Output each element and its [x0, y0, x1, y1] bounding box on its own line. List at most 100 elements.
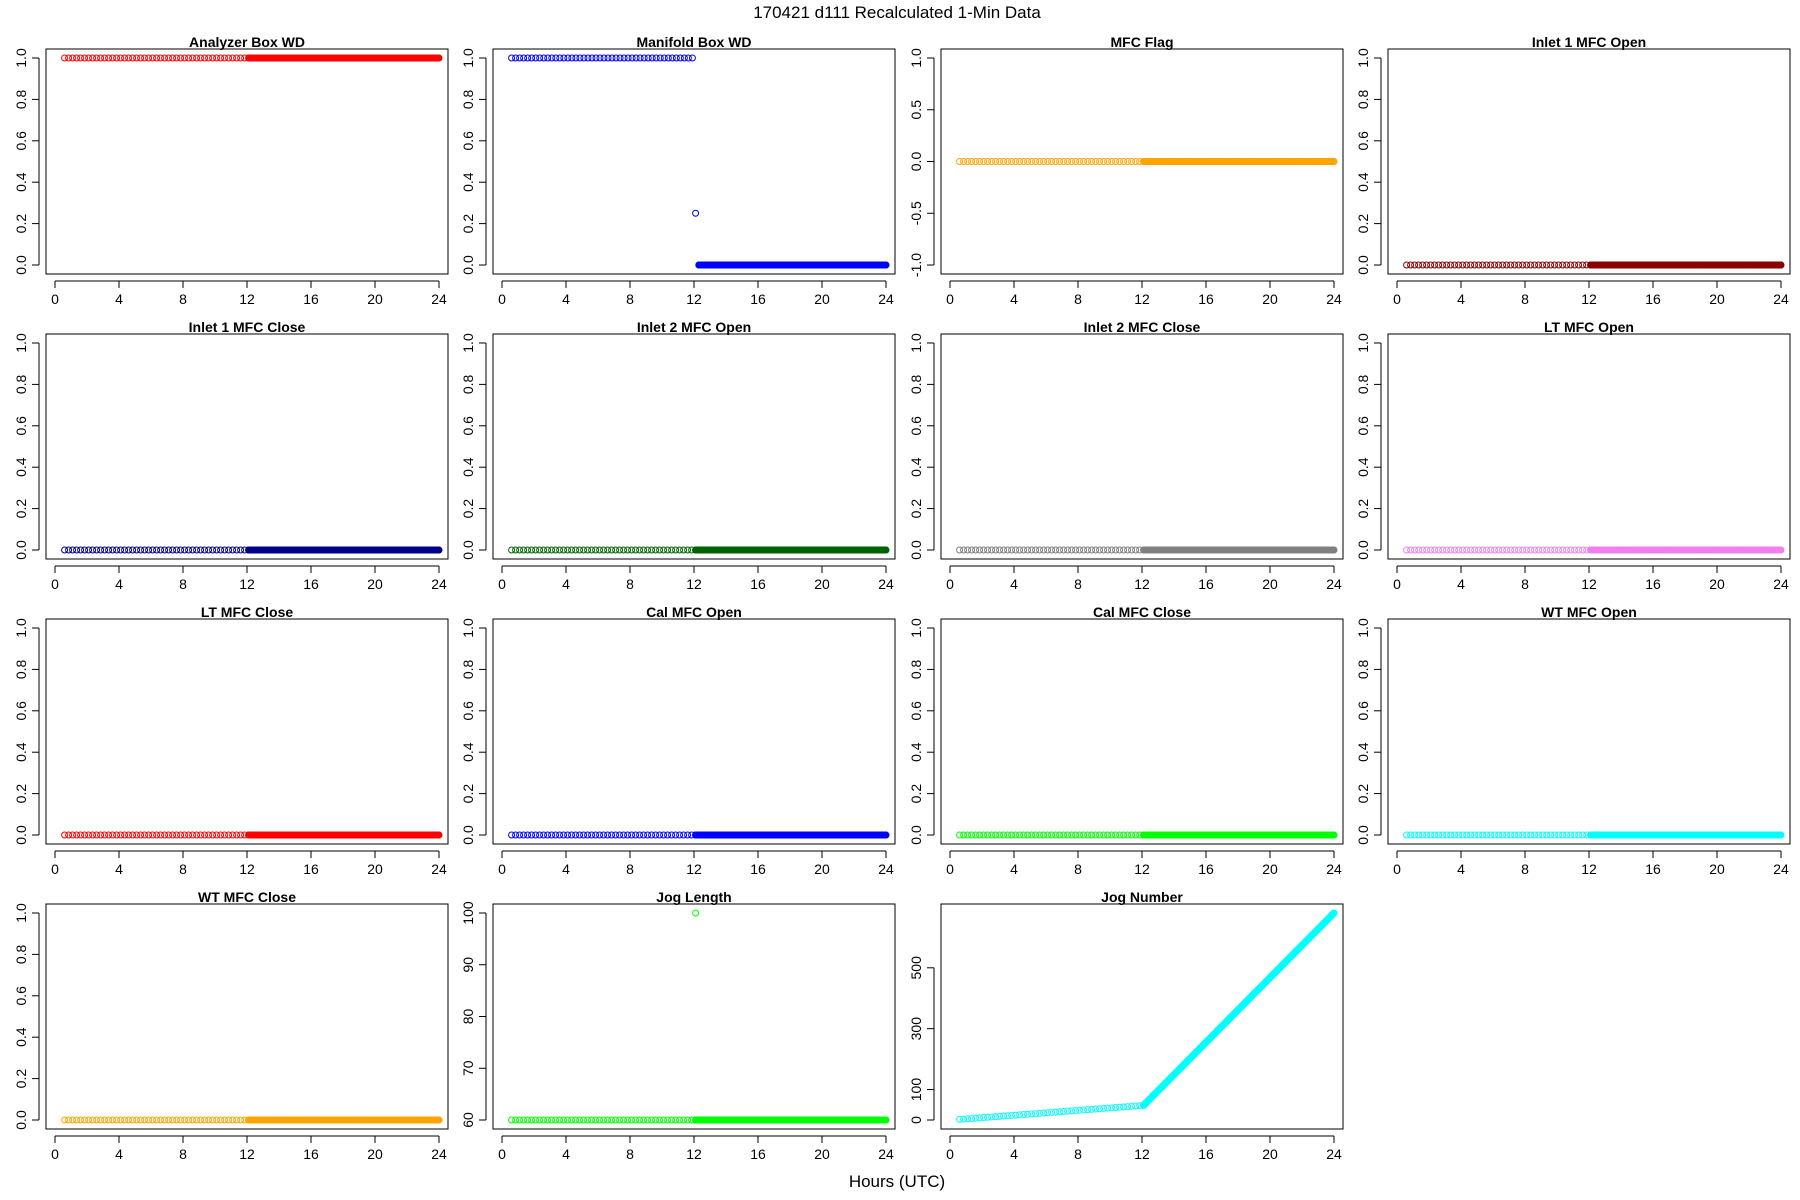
data-point: [161, 54, 169, 62]
data-point: [616, 54, 624, 62]
x-tick-label: 4: [562, 576, 570, 592]
data-point: [105, 54, 113, 62]
x-tick-label: 8: [179, 576, 187, 592]
y-tick-label: 1.0: [460, 333, 476, 353]
y-tick-label: 0.2: [460, 214, 476, 234]
data-point: [189, 54, 197, 62]
x-tick-label: 20: [814, 291, 830, 307]
data-point: [520, 54, 528, 62]
data-point: [181, 54, 189, 62]
y-tick-label: 1.0: [908, 333, 924, 353]
y-tick-label: 0.2: [13, 214, 29, 234]
x-tick-label: 24: [431, 576, 447, 592]
data-point: [205, 54, 213, 62]
data-point: [552, 54, 560, 62]
data-point: [117, 54, 125, 62]
y-tick-label: 0.0: [13, 255, 29, 275]
data-point: [556, 54, 564, 62]
y-tick-label: 0.4: [460, 457, 476, 477]
y-tick-label: 0.2: [460, 499, 476, 519]
outlier-point: [692, 209, 700, 217]
x-tick-label: 8: [1074, 576, 1082, 592]
data-point: [237, 54, 245, 62]
data-point: [604, 54, 612, 62]
plot-frame: [45, 48, 449, 275]
data-point: [233, 54, 241, 62]
x-tick-label: 24: [878, 576, 894, 592]
data-point: [141, 54, 149, 62]
x-tick-label: 16: [750, 291, 766, 307]
y-tick-label: 0.0: [13, 540, 29, 560]
panel-grid: Analyzer Box WD0 4 8 12 16 20 240.00.20.40.60.…: [13, 34, 1791, 1162]
data-point: [217, 54, 225, 62]
data-point: [157, 54, 165, 62]
data-point: [185, 54, 193, 62]
y-tick-label: 0.4: [1355, 172, 1371, 192]
x-tick-label: 24: [1326, 291, 1342, 307]
data-point: [628, 54, 636, 62]
x-tick-label: 20: [1262, 291, 1278, 307]
data-point: [680, 54, 688, 62]
y-tick-label: 0.4: [13, 172, 29, 192]
x-tick-label: 24: [1773, 291, 1789, 307]
plot-frame: [45, 333, 449, 560]
data-point: [145, 54, 153, 62]
y-tick-label: 0.4: [13, 457, 29, 477]
y-tick-label: 1.0: [460, 48, 476, 68]
x-tick-label: 12: [1581, 291, 1597, 307]
data-point: [684, 54, 692, 62]
data-point: [193, 54, 201, 62]
data-point: [548, 54, 556, 62]
data-series: [61, 546, 443, 554]
data-point: [221, 54, 229, 62]
data-point: [608, 54, 616, 62]
data-point: [668, 54, 676, 62]
data-point: [560, 54, 568, 62]
data-point: [644, 54, 652, 62]
data-point: [640, 54, 648, 62]
plot-frame: [940, 333, 1344, 560]
data-point: [197, 54, 205, 62]
x-tick-label: 0: [51, 576, 59, 592]
plot-frame: [1387, 48, 1791, 275]
main-title: 170421 d111 Recalculated 1-Min Data: [753, 3, 1041, 22]
data-point: [660, 54, 668, 62]
y-tick-label: -1.0: [908, 253, 924, 277]
data-point: [528, 54, 536, 62]
data-point: [596, 54, 604, 62]
data-series: [956, 546, 1338, 554]
panel-title: Inlet 1 MFC Close: [189, 319, 306, 335]
data-point: [648, 54, 656, 62]
data-point: [516, 54, 524, 62]
x-tick-label: 24: [1326, 576, 1342, 592]
data-point: [624, 54, 632, 62]
y-tick-label: 0.6: [13, 416, 29, 436]
data-point: [169, 54, 177, 62]
data-point: [101, 54, 109, 62]
data-point: [584, 54, 592, 62]
data-point: [85, 54, 93, 62]
data-point: [113, 54, 121, 62]
data-point: [153, 54, 161, 62]
data-point: [81, 54, 89, 62]
y-tick-label: 0.6: [1355, 131, 1371, 151]
data-point: [129, 54, 137, 62]
data-point: [149, 54, 157, 62]
data-series: [1403, 261, 1785, 269]
x-tick-label: 24: [878, 291, 894, 307]
x-tick-label: 8: [626, 576, 634, 592]
y-tick-label: 0.5: [908, 100, 924, 120]
data-point: [93, 54, 101, 62]
data-point: [636, 54, 644, 62]
data-point: [69, 54, 77, 62]
data-point: [544, 54, 552, 62]
x-tick-label: 8: [1521, 291, 1529, 307]
data-point: [77, 54, 85, 62]
data-point: [540, 54, 548, 62]
chart-panel: Manifold Box WD0 4 8 12 16 20 240.00.20.40.60.…: [460, 34, 896, 307]
y-tick-label: 0.8: [908, 374, 924, 394]
x-tick-label: 4: [115, 291, 123, 307]
y-tick-label: 0.4: [908, 457, 924, 477]
